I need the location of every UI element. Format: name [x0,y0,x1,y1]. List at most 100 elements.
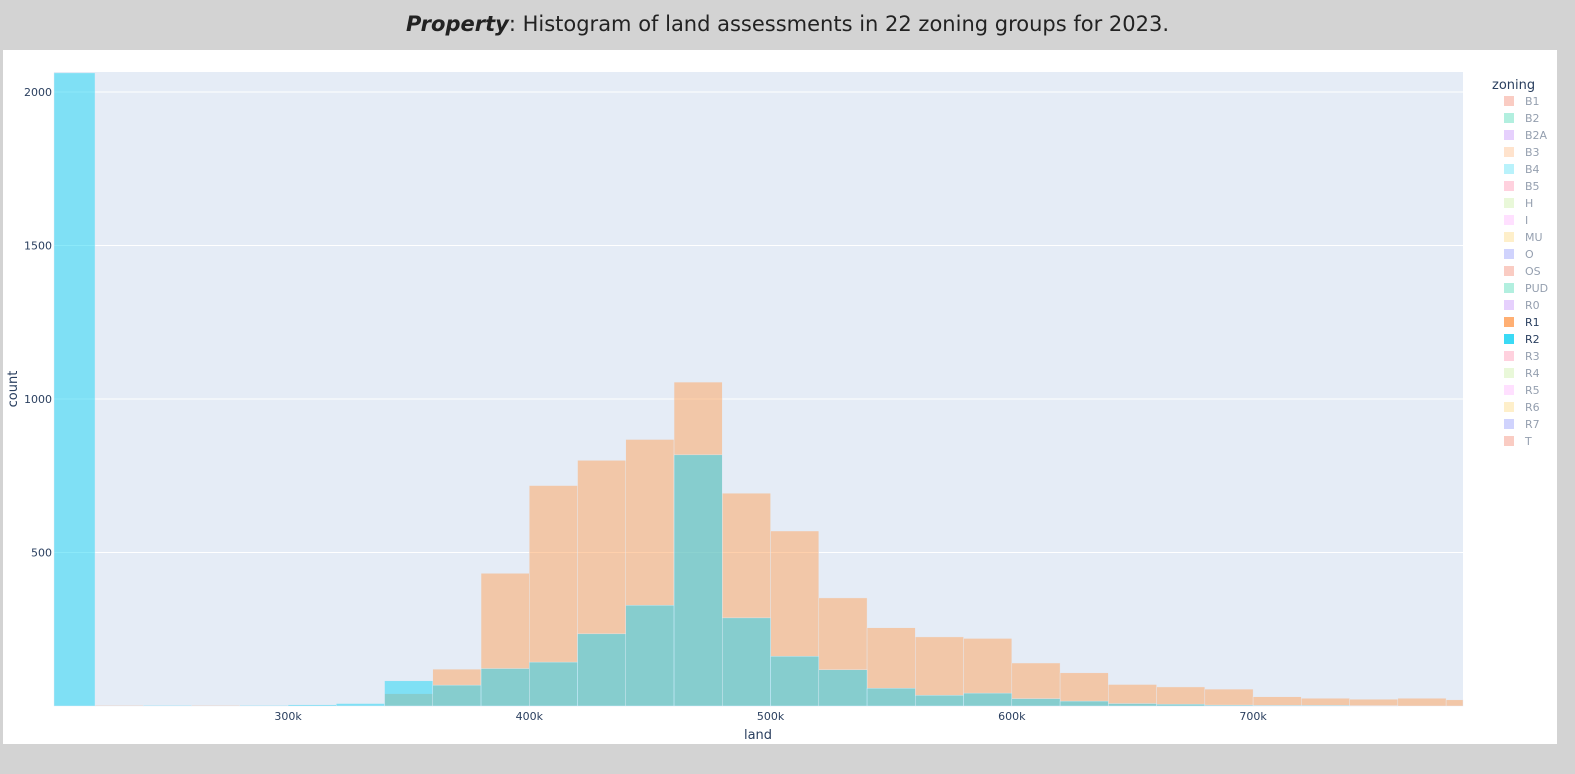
histogram-bar[interactable] [1108,684,1157,707]
histogram-bar[interactable] [1301,705,1350,707]
y-axis-ticks: 500 1000 1500 2000 [24,86,52,560]
histogram-bar[interactable] [1204,704,1254,707]
legend-item-r3[interactable]: R3 [1504,350,1540,363]
histogram-bar[interactable] [1349,699,1399,707]
histogram-bar[interactable] [818,669,868,707]
chart-title-rest: : Histogram of land assessments in 22 zo… [508,12,1170,36]
x-tick-label: 400k [516,710,544,723]
legend-label: R4 [1525,367,1540,380]
legend-label: R0 [1525,299,1540,312]
legend-item-i[interactable]: I [1504,214,1528,227]
legend-item-r7[interactable]: R7 [1504,418,1540,431]
legend-swatch [1504,232,1514,242]
histogram-bar[interactable] [1301,698,1350,707]
legend-item-o[interactable]: O [1504,248,1534,261]
histogram-bar[interactable] [287,704,337,707]
histogram-bar[interactable] [1059,672,1109,707]
histogram-bar[interactable] [1445,699,1464,707]
x-tick-label: 700k [1239,710,1267,723]
chart-title-bold: Property [405,12,509,36]
legend-label: B1 [1525,95,1540,108]
histogram-bar[interactable] [1011,698,1061,707]
histogram-chart[interactable]: 300k 400k 500k 600k 700k 500 1000 1500 2000 lan… [3,50,1557,744]
histogram-bar[interactable] [625,605,675,707]
legend-item-r0[interactable]: R0 [1504,299,1540,312]
histogram-bar[interactable] [673,454,723,707]
legend-item-r6[interactable]: R6 [1504,401,1540,414]
histogram-bar[interactable] [143,705,192,707]
legend-item-r4[interactable]: R4 [1504,367,1540,380]
legend-label: I [1525,214,1528,227]
legend-swatch [1504,181,1514,191]
histogram-bars [53,72,1464,707]
legend-item-b2a[interactable]: B2A [1504,129,1548,142]
x-tick-label: 300k [274,710,302,723]
legend-item-h[interactable]: H [1504,197,1533,210]
histogram-bar[interactable] [1156,686,1206,707]
legend-swatch [1504,130,1514,140]
legend-swatch [1504,300,1514,310]
legend-item-r1[interactable]: R1 [1504,316,1540,329]
histogram-bar[interactable] [915,695,964,707]
y-tick-label: 2000 [24,86,52,99]
histogram-bar[interactable] [480,668,530,707]
chart-title: Property: Histogram of land assessments … [0,0,1575,48]
histogram-bar[interactable] [191,705,240,707]
legend-swatch [1504,164,1514,174]
legend-swatch [1504,198,1514,208]
histogram-bar[interactable] [529,661,578,707]
histogram-bar[interactable] [239,705,289,707]
histogram-bar[interactable] [94,705,144,707]
y-axis-title: count [6,371,21,408]
histogram-bar[interactable] [1204,688,1254,707]
histogram-bar[interactable] [577,633,627,707]
y-gridlines [54,91,1463,553]
legend-item-b1[interactable]: B1 [1504,95,1540,108]
histogram-bar[interactable] [770,656,820,707]
histogram-bar[interactable] [866,687,916,707]
y-tick-label: 500 [31,546,52,559]
legend-swatch [1504,436,1514,446]
legend-swatch [1504,368,1514,378]
legend-swatch [1504,385,1514,395]
histogram-bar[interactable] [1397,698,1447,707]
legend-item-b4[interactable]: B4 [1504,163,1540,176]
legend-label: PUD [1525,282,1548,295]
legend-title: zoning [1492,78,1535,93]
legend-swatch [1504,147,1514,157]
legend-label: OS [1525,265,1541,278]
histogram-bar[interactable] [1108,703,1157,707]
legend-item-r5[interactable]: R5 [1504,384,1540,397]
legend-item-b2[interactable]: B2 [1504,112,1540,125]
histogram-bar[interactable] [722,617,771,707]
histogram-bar[interactable] [53,72,96,707]
legend-label: B4 [1525,163,1540,176]
histogram-bar[interactable] [384,680,433,707]
legend-item-os[interactable]: OS [1504,265,1541,278]
legend-swatch [1504,402,1514,412]
legend-item-b5[interactable]: B5 [1504,180,1540,193]
legend-swatch [1504,249,1514,259]
histogram-bar[interactable] [963,692,1013,707]
legend-item-r2[interactable]: R2 [1504,333,1540,346]
y-tick-label: 1000 [24,393,52,406]
chart-panel: 300k 400k 500k 600k 700k 500 1000 1500 2000 lan… [3,50,1557,744]
histogram-bar[interactable] [1059,700,1109,707]
legend-item-t[interactable]: T [1504,435,1532,448]
legend: B1 B2 B2A B3 B4 B5 HI MU O OS PUD R0 R1 R2 R3 R4 R5 R6 R7 T [1504,95,1548,448]
legend-item-mu[interactable]: MU [1504,231,1543,244]
legend-swatch [1504,113,1514,123]
x-tick-label: 500k [757,710,785,723]
x-tick-label: 600k [998,710,1026,723]
series-r2 [53,72,1399,707]
legend-label: R6 [1525,401,1540,414]
legend-item-b3[interactable]: B3 [1504,146,1540,159]
histogram-bar[interactable] [1156,703,1206,707]
legend-swatch [1504,334,1514,344]
histogram-bar[interactable] [432,684,482,707]
histogram-bar[interactable] [1252,705,1302,707]
histogram-bar[interactable] [1252,696,1302,707]
histogram-bar[interactable] [336,703,385,707]
legend-item-pud[interactable]: PUD [1504,282,1548,295]
x-axis-title: land [744,728,772,743]
